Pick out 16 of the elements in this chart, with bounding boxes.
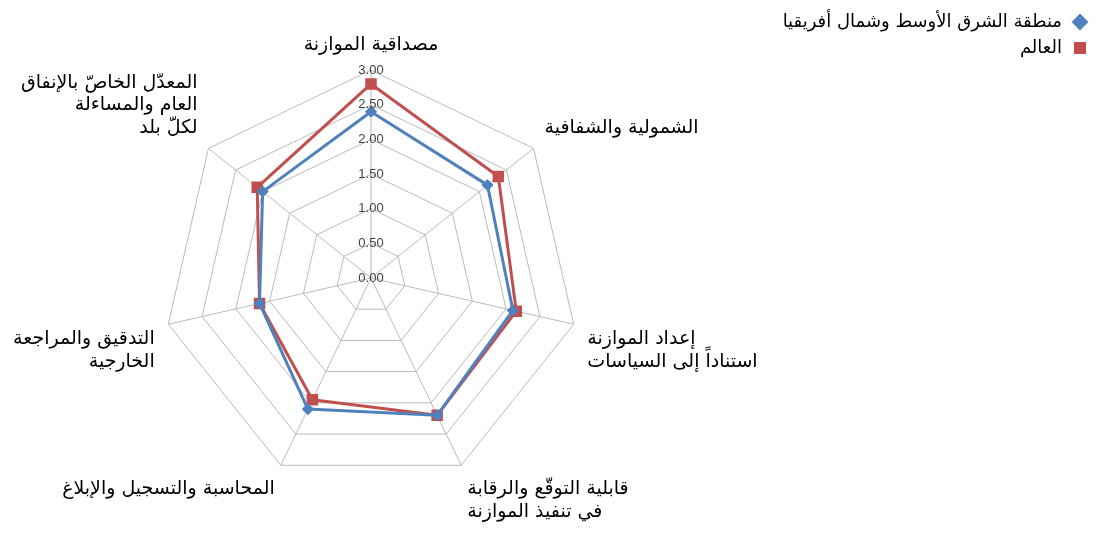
legend-label: منطقة الشرق الأوسط وشمال أفريقيا	[782, 8, 1062, 32]
spoke-label: الشمولية والشفافية	[544, 115, 699, 139]
spoke-label: مصداقية الموازنة	[303, 31, 439, 55]
spoke-label: قابلية التوقّع والرقابة في تنفيذ الموازنة	[467, 476, 629, 523]
y-tick-label: 1.50	[358, 165, 384, 181]
y-tick-label: 2.00	[358, 130, 384, 146]
spoke-label: المحاسبة والتسجيل والإبلاغ	[62, 476, 275, 500]
spoke-label: المعدّل الخاصّ بالإنفاق العام والمساءلة لكلّ بلد	[21, 69, 198, 138]
spoke-label: إعداد الموازنة استناداً إلى السياسات	[587, 325, 758, 373]
y-tick-label: 1.00	[358, 200, 384, 216]
y-tick-label: 0.00	[358, 269, 384, 285]
y-tick-label: 0.50	[358, 234, 384, 250]
spoke-label: التدقيق والمراجعة الخارجية	[13, 325, 155, 372]
y-tick-label: 2.50	[358, 96, 384, 112]
y-tick-label: 3.00	[358, 61, 384, 77]
legend-label: العالم	[1019, 35, 1062, 58]
